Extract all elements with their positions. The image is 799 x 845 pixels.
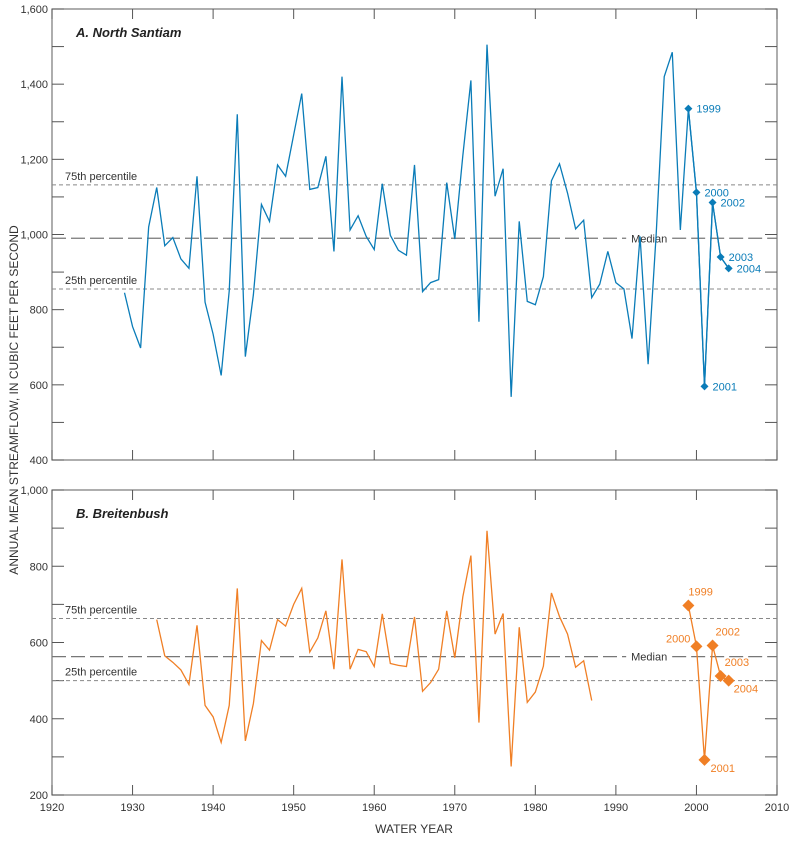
highlight-marker bbox=[690, 640, 703, 653]
highlight-marker bbox=[692, 188, 701, 197]
highlight-marker bbox=[700, 382, 709, 391]
y-tick-label: 1,000 bbox=[20, 230, 48, 242]
point-label: 1999 bbox=[696, 104, 720, 116]
x-tick-label: 2010 bbox=[765, 802, 789, 814]
point-label: 2004 bbox=[737, 263, 761, 275]
panel-title: B. Breitenbush bbox=[76, 506, 169, 521]
highlight-marker bbox=[682, 599, 695, 612]
panel-north-santiam: 400 600 800 1,000 1,200 1,400 1,600 75th percen… bbox=[20, 4, 778, 467]
highlight-line bbox=[687, 108, 730, 387]
highlight-marker bbox=[698, 753, 711, 766]
point-label: 2002 bbox=[716, 627, 740, 639]
highlight-marker bbox=[708, 198, 717, 207]
panel-title: A. North Santiam bbox=[75, 25, 182, 40]
y-tick-label: 200 bbox=[30, 790, 48, 802]
point-label: 2002 bbox=[721, 198, 745, 210]
median-label: Median bbox=[631, 652, 667, 664]
median-label: Median bbox=[631, 233, 667, 245]
percentile-label: 25th percentile bbox=[65, 667, 137, 679]
point-label: 2001 bbox=[713, 381, 737, 393]
y-tick-label: 400 bbox=[30, 455, 48, 467]
series-line bbox=[156, 530, 593, 767]
x-tick-label: 1930 bbox=[120, 802, 144, 814]
point-label: 2003 bbox=[725, 657, 749, 669]
highlight-marker bbox=[684, 104, 693, 113]
y-tick-label: 800 bbox=[30, 305, 48, 317]
plot-frame bbox=[51, 8, 778, 461]
y-tick-label: 1,400 bbox=[20, 79, 48, 91]
point-label: 2004 bbox=[734, 684, 758, 696]
x-tick-label: 1990 bbox=[604, 802, 628, 814]
point-label: 2000 bbox=[704, 187, 728, 199]
x-axis-title: WATER YEAR bbox=[375, 822, 453, 836]
y-tick-label: 600 bbox=[30, 638, 48, 650]
highlight-marker bbox=[722, 674, 735, 687]
x-tick-label: 1920 bbox=[40, 802, 64, 814]
x-tick-label: 1960 bbox=[362, 802, 386, 814]
highlight-marker bbox=[706, 639, 719, 652]
percentile-label: 25th percentile bbox=[65, 275, 137, 287]
highlight-marker bbox=[714, 670, 727, 683]
y-tick-label: 400 bbox=[30, 714, 48, 726]
highlight-marker bbox=[716, 253, 725, 262]
point-label: 1999 bbox=[688, 587, 712, 599]
panel-breitenbush: 1920 1930 1940 1950 1960 1970 1980 1990 2000 2010… bbox=[20, 485, 789, 814]
x-tick-label: 1970 bbox=[443, 802, 467, 814]
y-tick-label: 800 bbox=[30, 561, 48, 573]
percentile-label: 75th percentile bbox=[65, 171, 137, 183]
x-tick-label: 2000 bbox=[684, 802, 708, 814]
point-label: 2000 bbox=[666, 633, 690, 645]
y-tick-label: 1,000 bbox=[20, 485, 48, 497]
x-tick-label: 1940 bbox=[201, 802, 225, 814]
y-axis-title: ANNUAL MEAN STREAMFLOW, IN CUBIC FEET PE… bbox=[7, 225, 21, 575]
y-tick-label: 600 bbox=[30, 380, 48, 392]
x-tick-label: 1980 bbox=[523, 802, 547, 814]
x-tick-label: 1950 bbox=[281, 802, 305, 814]
point-label: 2003 bbox=[729, 252, 753, 264]
y-tick-label: 1,600 bbox=[20, 4, 48, 16]
point-label: 2001 bbox=[711, 763, 735, 775]
percentile-label: 75th percentile bbox=[65, 604, 137, 616]
y-tick-label: 1,200 bbox=[20, 154, 48, 166]
highlight-marker bbox=[724, 264, 733, 273]
series-line bbox=[123, 44, 730, 397]
